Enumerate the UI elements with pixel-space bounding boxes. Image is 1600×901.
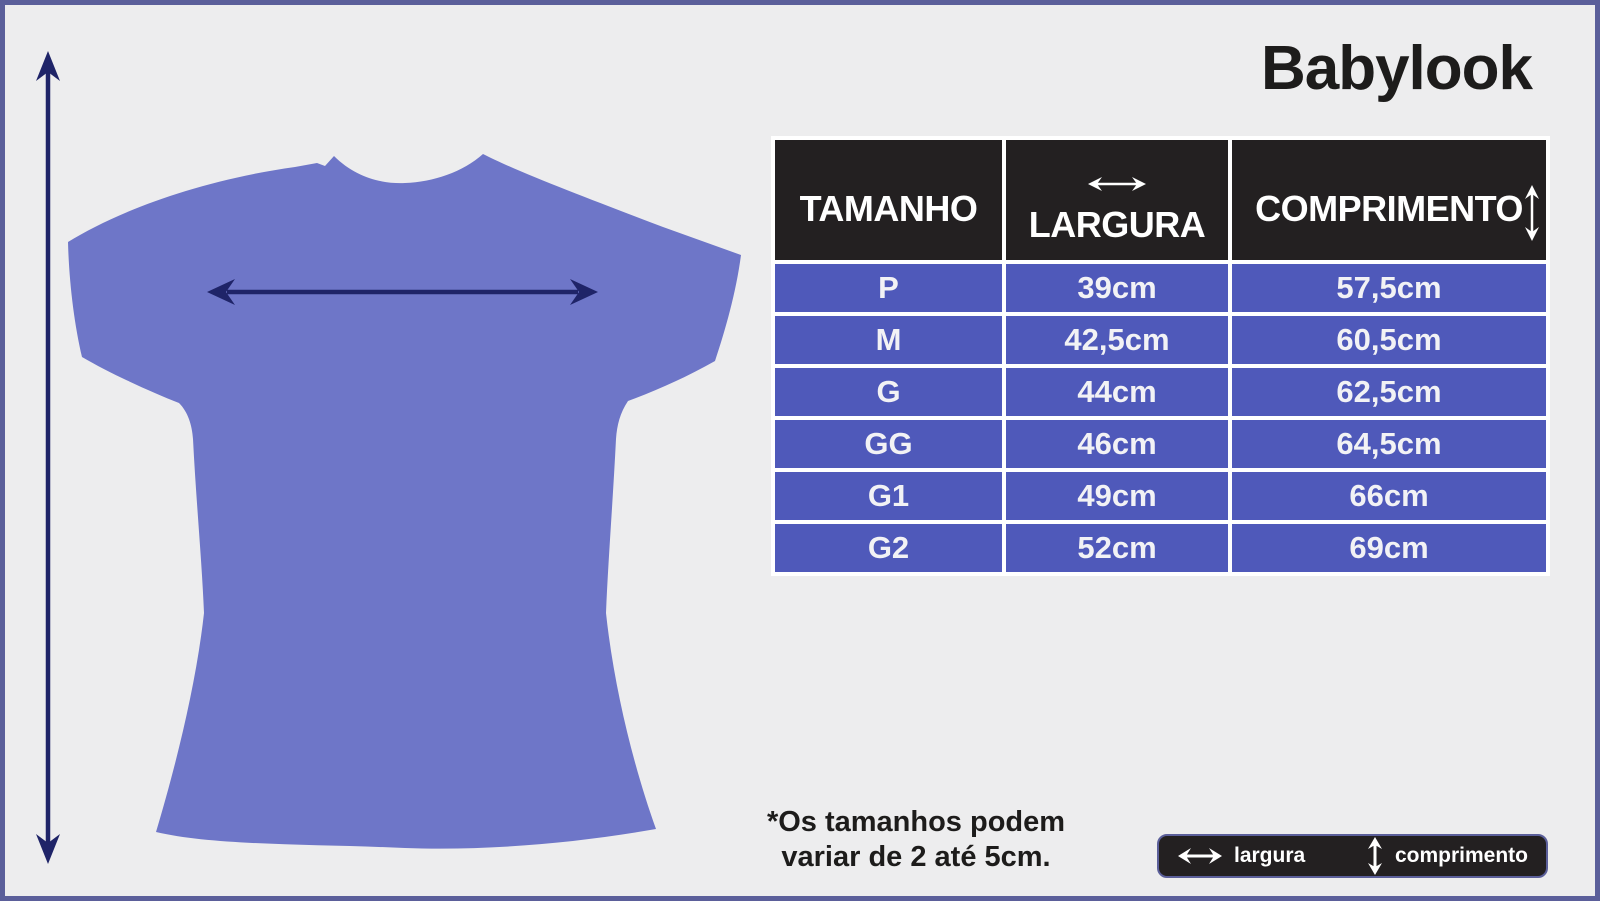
size-cell: G2 bbox=[775, 524, 1002, 572]
height-arrow-icon bbox=[1367, 837, 1382, 875]
length-cell: 64,5cm bbox=[1232, 420, 1546, 468]
table-row: GG 46cm 64,5cm bbox=[775, 420, 1546, 468]
length-measure-arrow-icon bbox=[36, 51, 60, 864]
table-row: G1 49cm 66cm bbox=[775, 472, 1546, 520]
legend-width-label: largura bbox=[1234, 844, 1306, 867]
size-cell: P bbox=[775, 264, 1002, 312]
tshirt-shape bbox=[68, 154, 741, 849]
legend-length-item: comprimento bbox=[1366, 837, 1528, 875]
measurement-legend: largura comprimento bbox=[1157, 834, 1548, 878]
length-cell: 62,5cm bbox=[1232, 368, 1546, 416]
table-header-row: TAMANHO LARGURA COMPRIMENTO bbox=[775, 140, 1546, 260]
width-arrow-icon bbox=[1178, 848, 1222, 864]
table-row: G2 52cm 69cm bbox=[775, 524, 1546, 572]
width-cell: 52cm bbox=[1006, 524, 1228, 572]
width-cell: 44cm bbox=[1006, 368, 1228, 416]
footnote-line-1: *Os tamanhos podem bbox=[766, 806, 1066, 838]
width-cell: 46cm bbox=[1006, 420, 1228, 468]
header-size: TAMANHO bbox=[775, 140, 1002, 260]
length-cell: 60,5cm bbox=[1232, 316, 1546, 364]
length-cell: 69cm bbox=[1232, 524, 1546, 572]
width-cell: 49cm bbox=[1006, 472, 1228, 520]
header-width: LARGURA bbox=[1006, 140, 1228, 260]
chest-width-arrow-icon bbox=[207, 279, 598, 305]
size-variation-footnote: *Os tamanhos podem variar de 2 até 5cm. bbox=[763, 805, 1069, 875]
size-cell: G bbox=[775, 368, 1002, 416]
size-cell: M bbox=[775, 316, 1002, 364]
table-body: P 39cm 57,5cm M 42,5cm 60,5cm G 44cm 62,… bbox=[775, 264, 1546, 572]
table-row: M 42,5cm 60,5cm bbox=[775, 316, 1546, 364]
footnote-line-2: variar de 2 até 5cm. bbox=[781, 841, 1051, 873]
size-cell: G1 bbox=[775, 472, 1002, 520]
table-row: P 39cm 57,5cm bbox=[775, 264, 1546, 312]
size-table: TAMANHO LARGURA COMPRIMENTO bbox=[771, 136, 1550, 576]
length-cell: 66cm bbox=[1232, 472, 1546, 520]
header-length: COMPRIMENTO bbox=[1232, 140, 1546, 260]
table-row: G 44cm 62,5cm bbox=[775, 368, 1546, 416]
legend-width-item: largura bbox=[1177, 844, 1305, 868]
width-cell: 39cm bbox=[1006, 264, 1228, 312]
legend-length-label: comprimento bbox=[1394, 844, 1528, 867]
height-arrow-icon bbox=[1525, 185, 1539, 241]
tshirt-illustration bbox=[55, 143, 755, 858]
length-cell: 57,5cm bbox=[1232, 264, 1546, 312]
page-title: Babylook bbox=[1260, 34, 1533, 103]
width-cell: 42,5cm bbox=[1006, 316, 1228, 364]
width-arrow-icon bbox=[1088, 177, 1146, 191]
size-cell: GG bbox=[775, 420, 1002, 468]
